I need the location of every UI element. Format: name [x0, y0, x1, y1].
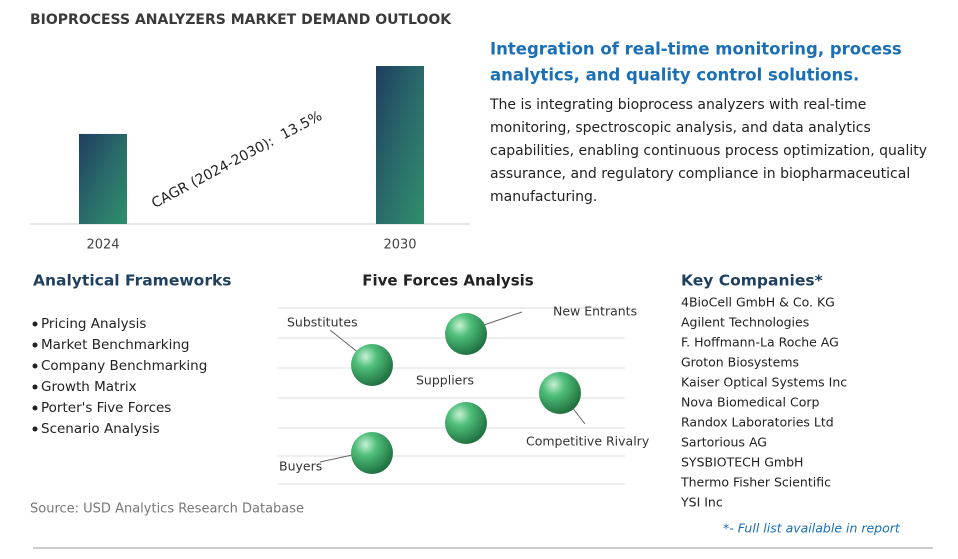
cagr-label: CAGR (2024-2030): [149, 134, 277, 212]
force-label: Competitive Rivalry [526, 434, 650, 449]
force-label: Substitutes [287, 315, 358, 330]
x-tick-label: 2030 [383, 238, 416, 253]
company: Groton Biosystems [681, 355, 799, 370]
cagr: CAGR (2024-2030):13.5% [149, 108, 325, 212]
highlight: Integration of real-time monitoring, pro… [489, 40, 927, 206]
highlight-body: The is integrating bioprocess analyzers … [489, 97, 866, 113]
five-forces-heading: Five Forces Analysis [362, 272, 534, 290]
bullet [32, 342, 38, 348]
bar [376, 66, 424, 224]
company: Kaiser Optical Systems Inc [681, 375, 847, 390]
companies-note: *- Full list available in report [723, 521, 901, 536]
bullet [32, 426, 38, 432]
bar [79, 133, 127, 224]
company: Sartorious AG [681, 435, 767, 450]
force-label: New Entrants [553, 304, 637, 319]
bullet [32, 384, 38, 390]
x-tick-label: 2024 [86, 238, 119, 253]
companies: Key Companies* 4BioCell GmbH & Co. KG Agil… [680, 272, 901, 536]
bullet [32, 321, 38, 327]
title: BIOPROCESS ANALYZERS MARKET DEMAND OUTLO… [30, 12, 452, 28]
framework-item: Porter's Five Forces [41, 400, 171, 416]
highlight-heading: analytics, and quality control solutions… [490, 66, 859, 85]
company: F. Hoffmann-La Roche AG [681, 335, 839, 350]
company: SYSBIOTECH GmbH [681, 455, 803, 470]
framework-item: Growth Matrix [41, 379, 137, 395]
company: YSI Inc [680, 495, 723, 510]
cagr-value: 13.5% [278, 108, 325, 143]
framework-item: Market Benchmarking [41, 337, 189, 353]
framework-item: Company Benchmarking [41, 358, 207, 374]
bullet [32, 405, 38, 411]
framework-item: Pricing Analysis [41, 316, 146, 332]
frameworks: Analytical Frameworks Pricing Analysis Mar… [32, 272, 232, 437]
framework-item: Scenario Analysis [41, 421, 160, 437]
frameworks-heading: Analytical Frameworks [33, 272, 232, 290]
force-label: Buyers [279, 459, 322, 474]
company: Agilent Technologies [681, 315, 809, 330]
highlight-body: monitoring, spectroscopic analysis, and … [490, 120, 871, 136]
source: Source: USD Analytics Research Database [30, 502, 304, 517]
highlight-body: manufacturing. [490, 189, 597, 205]
highlight-body: capabilities, enabling continuous proces… [490, 143, 927, 159]
highlight-heading: Integration of real-time monitoring, pro… [490, 40, 902, 59]
company: Nova Biomedical Corp [681, 395, 819, 410]
highlight-body: assurance, and regulatory compliance in … [490, 166, 910, 182]
company: Randox Laboratories Ltd [681, 415, 834, 430]
force-label: Suppliers [416, 373, 474, 388]
company: Thermo Fisher Scientific [680, 475, 831, 490]
companies-heading: Key Companies* [681, 272, 823, 290]
five-forces: Five Forces Analysis Substitutes New Entra… [278, 272, 650, 485]
bullet [32, 363, 38, 369]
company: 4BioCell GmbH & Co. KG [681, 295, 835, 310]
